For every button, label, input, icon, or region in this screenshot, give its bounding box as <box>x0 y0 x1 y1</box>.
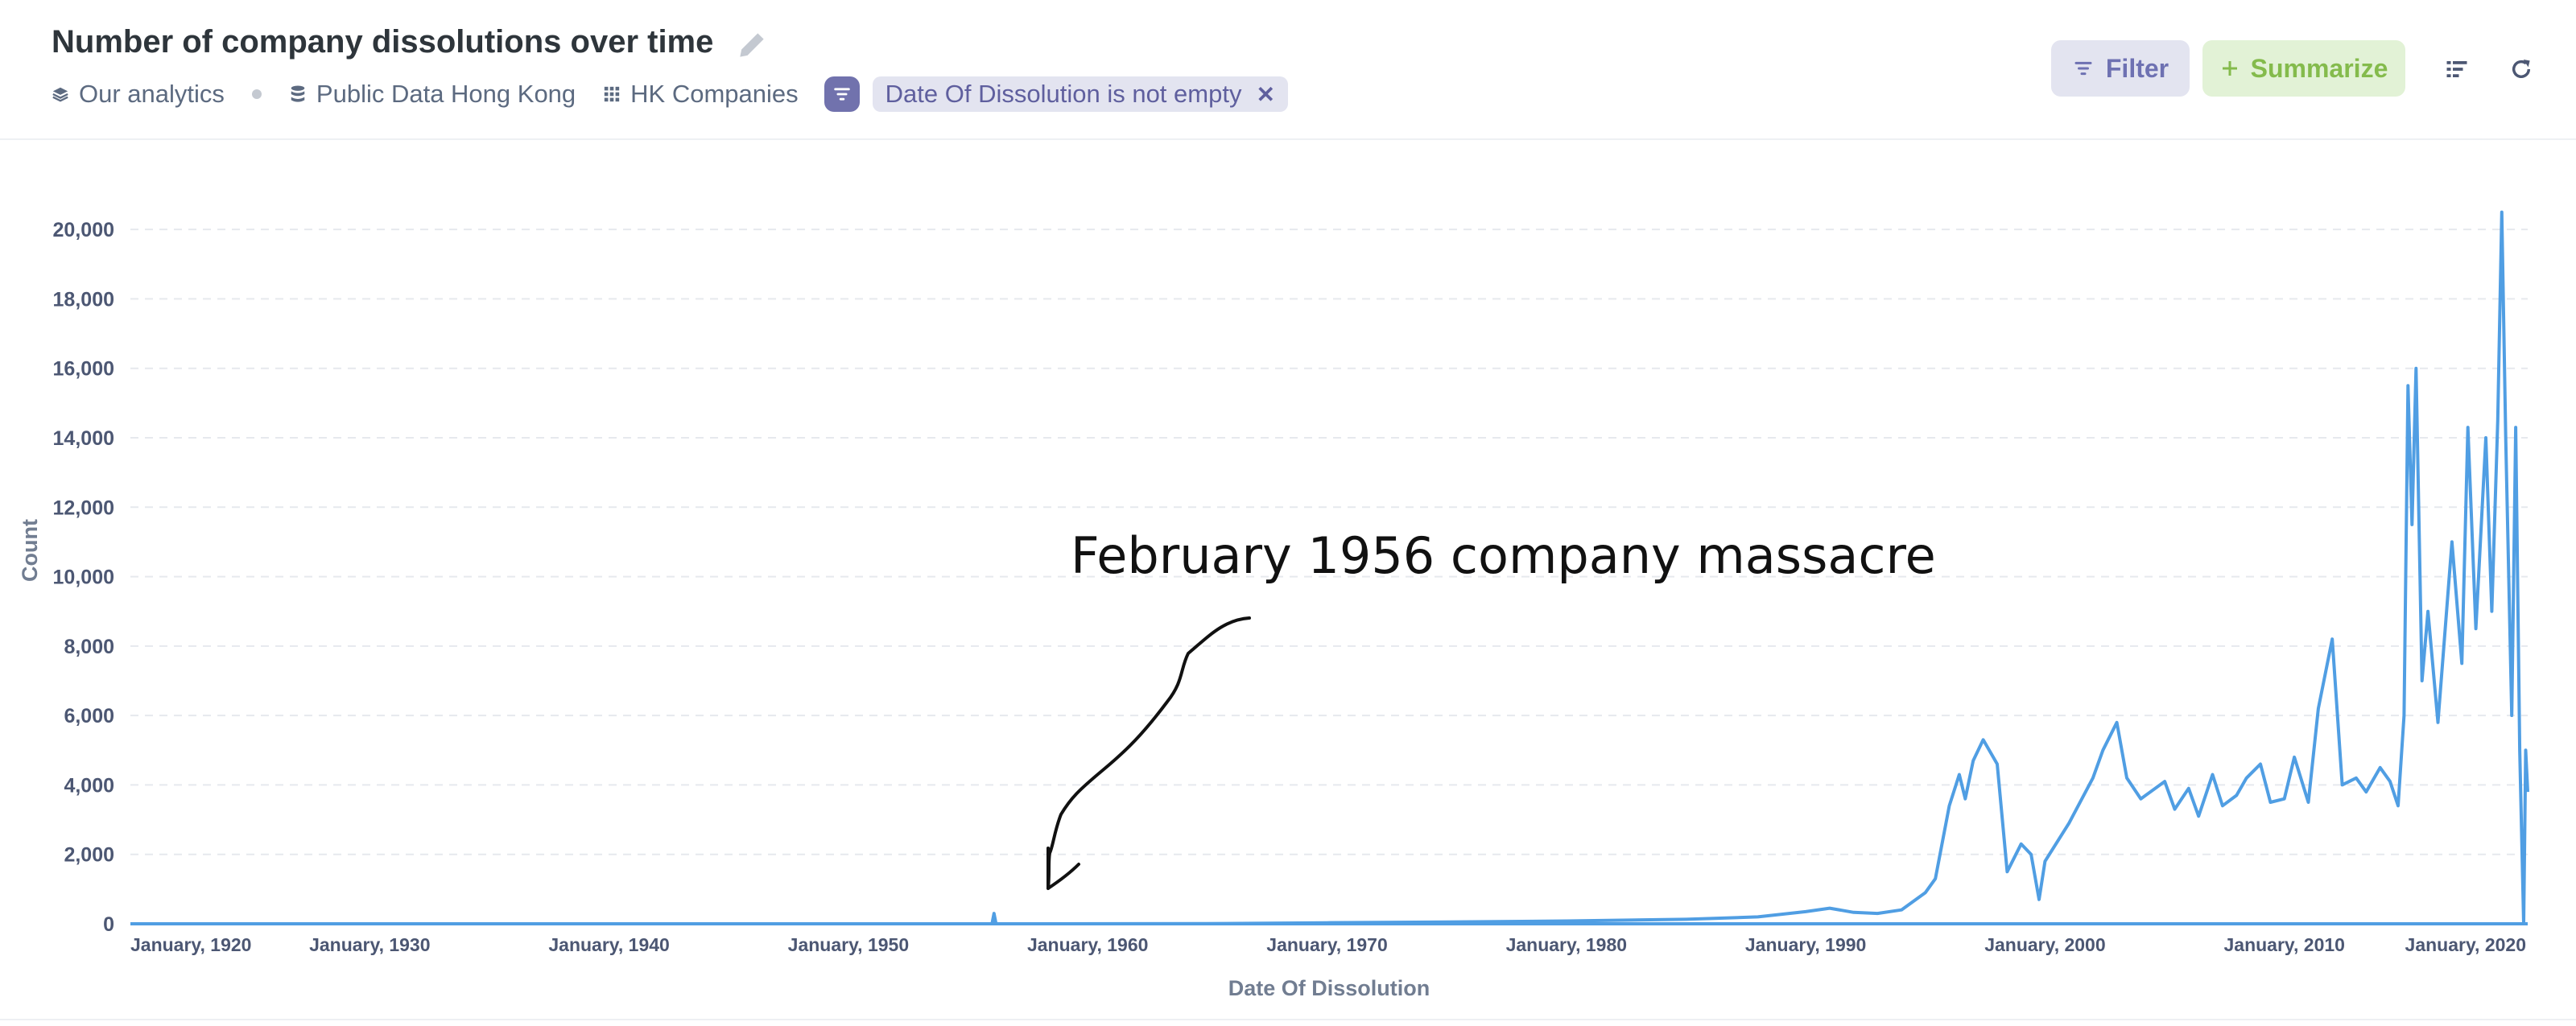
layers-icon <box>52 87 68 102</box>
pencil-icon[interactable] <box>734 27 770 63</box>
list-icon[interactable] <box>2439 52 2475 87</box>
x-tick-label: January, 1960 <box>1027 934 1148 955</box>
y-tick-label: 8,000 <box>64 636 114 658</box>
y-tick-label: 18,000 <box>53 288 114 311</box>
annotation-text: February 1956 company massacre <box>1071 526 1936 585</box>
breadcrumb-table-label: HK Companies <box>630 80 799 108</box>
x-tick-label: January, 1940 <box>548 934 669 955</box>
y-tick-label: 12,000 <box>53 497 114 519</box>
x-axis-label: Date Of Dissolution <box>1228 976 1430 1000</box>
x-tick-label: January, 1980 <box>1506 934 1627 955</box>
close-icon[interactable]: ✕ <box>1256 81 1275 107</box>
y-tick-label: 10,000 <box>53 567 114 589</box>
y-tick-label: 4,000 <box>64 774 114 797</box>
y-tick-label: 16,000 <box>53 358 114 381</box>
filter-icon <box>2074 61 2092 76</box>
filter-toggle-badge[interactable] <box>824 76 860 112</box>
series-line[interactable] <box>130 210 2529 925</box>
summarize-button-label: Summarize <box>2250 53 2388 83</box>
y-axis-ticks: 0 2,000 4,000 6,000 8,000 10,000 12,000 14,000 1… <box>53 219 114 936</box>
refresh-icon[interactable] <box>2504 52 2539 87</box>
table-grid-icon <box>605 86 620 102</box>
x-tick-label: January, 2010 <box>2224 934 2345 955</box>
x-axis-ticks: January, 1920 January, 1930 January, 1940 J… <box>130 934 2526 955</box>
y-tick-label: 0 <box>103 913 114 936</box>
y-tick-label: 20,000 <box>53 219 114 241</box>
breadcrumb-database-label: Public Data Hong Kong <box>316 80 576 108</box>
breadcrumb: Our analytics Public Data Hong Kong HK C… <box>52 74 1288 114</box>
y-tick-label: 14,000 <box>53 427 114 450</box>
line-chart: 0 2,000 4,000 6,000 8,000 10,000 12,000 14,000 1… <box>18 210 2529 1000</box>
x-tick-label: January, 1950 <box>788 934 909 955</box>
breadcrumb-collection[interactable]: Our analytics <box>52 80 225 109</box>
y-axis-label: Count <box>18 519 42 582</box>
filter-button-label: Filter <box>2105 53 2169 83</box>
breadcrumb-database[interactable]: Public Data Hong Kong <box>289 80 576 109</box>
bottom-divider <box>0 1019 2576 1020</box>
y-tick-label: 6,000 <box>64 705 114 727</box>
question-header: Number of company dissolutions over time… <box>0 0 2576 140</box>
x-tick-label: January, 2020 <box>2405 934 2526 955</box>
x-tick-label: January, 1930 <box>309 934 430 955</box>
database-icon <box>291 85 305 102</box>
x-tick-label: January, 1920 <box>130 934 251 955</box>
x-tick-label: January, 2000 <box>1984 934 2105 955</box>
filter-pill[interactable]: Date Of Dissolution is not empty ✕ <box>872 76 1288 112</box>
filter-pill-label: Date Of Dissolution is not empty <box>885 80 1242 108</box>
filter-icon <box>833 88 850 101</box>
breadcrumb-collection-label: Our analytics <box>79 80 225 108</box>
annotation-arrow <box>1046 616 1251 890</box>
summarize-button[interactable]: Summarize <box>2202 40 2405 97</box>
x-tick-label: January, 1990 <box>1745 934 1866 955</box>
page-title: Number of company dissolutions over time <box>52 24 714 60</box>
x-tick-label: January, 1970 <box>1266 934 1387 955</box>
breadcrumb-separator <box>251 89 262 99</box>
y-tick-label: 2,000 <box>64 844 114 867</box>
chart-area: 0 2,000 4,000 6,000 8,000 10,000 12,000 14,000 1… <box>0 138 2576 1022</box>
filter-button[interactable]: Filter <box>2051 40 2190 97</box>
breadcrumb-table[interactable]: HK Companies <box>603 80 799 109</box>
plus-icon <box>2222 61 2237 76</box>
